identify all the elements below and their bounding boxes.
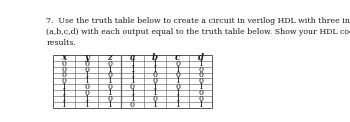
Text: 1: 1: [130, 66, 135, 74]
Text: 1: 1: [175, 77, 180, 85]
Text: d: d: [197, 53, 204, 62]
Text: 1: 1: [84, 71, 89, 80]
Text: 0: 0: [107, 60, 112, 68]
Text: 1: 1: [84, 95, 89, 103]
Text: a: a: [130, 53, 135, 62]
Text: 1: 1: [153, 60, 158, 68]
Text: 0: 0: [62, 66, 66, 74]
Text: 1: 1: [107, 77, 112, 85]
Text: (a,b,c,d) with each output equal to the truth table below. Show your HDL code as: (a,b,c,d) with each output equal to the …: [47, 28, 350, 36]
Text: 0: 0: [130, 101, 135, 109]
Text: 0: 0: [107, 83, 112, 91]
Text: 1: 1: [175, 66, 180, 74]
Text: 0: 0: [84, 89, 89, 97]
Text: 1: 1: [107, 89, 112, 97]
Text: 1: 1: [153, 89, 158, 97]
Text: 1: 1: [84, 101, 89, 109]
Text: 0: 0: [198, 95, 203, 103]
Text: 1: 1: [130, 77, 135, 85]
Text: 0: 0: [175, 60, 180, 68]
Text: 1: 1: [62, 83, 66, 91]
Text: 7.  Use the truth table below to create a circuit in verilog HDL with three inpu: 7. Use the truth table below to create a…: [47, 17, 350, 25]
Text: 0: 0: [198, 66, 203, 74]
Text: 1: 1: [130, 95, 135, 103]
Text: 1: 1: [153, 66, 158, 74]
Text: 0: 0: [130, 83, 135, 91]
Text: y: y: [84, 53, 89, 62]
Text: 1: 1: [153, 101, 158, 109]
Text: 1: 1: [198, 101, 203, 109]
Text: 1: 1: [107, 66, 112, 74]
Text: 0: 0: [198, 71, 203, 80]
Text: b: b: [152, 53, 158, 62]
Text: 1: 1: [175, 89, 180, 97]
Text: 1: 1: [62, 89, 66, 97]
Text: 1: 1: [198, 60, 203, 68]
Text: 0: 0: [84, 66, 89, 74]
Text: 0: 0: [175, 83, 180, 91]
Text: 0: 0: [153, 71, 158, 80]
Text: 0: 0: [153, 95, 158, 103]
Text: z: z: [107, 53, 112, 62]
Text: 1: 1: [84, 77, 89, 85]
Text: 0: 0: [84, 83, 89, 91]
Text: 1: 1: [175, 101, 180, 109]
Text: 0: 0: [62, 77, 66, 85]
Text: 0: 0: [84, 60, 89, 68]
Text: 1: 1: [153, 83, 158, 91]
Bar: [53, 55, 212, 108]
Text: 0: 0: [62, 60, 66, 68]
Text: 0: 0: [198, 77, 203, 85]
Text: c: c: [175, 53, 181, 62]
Text: 0: 0: [153, 77, 158, 85]
Text: 0: 0: [107, 71, 112, 80]
Text: 1: 1: [130, 89, 135, 97]
Text: 1: 1: [107, 101, 112, 109]
Text: 0: 0: [107, 95, 112, 103]
Text: 1: 1: [198, 83, 203, 91]
Text: 1: 1: [62, 101, 66, 109]
Text: 0: 0: [62, 71, 66, 80]
Text: 0: 0: [198, 89, 203, 97]
Text: 1: 1: [130, 60, 135, 68]
Text: 1: 1: [130, 71, 135, 80]
Text: 0: 0: [175, 71, 180, 80]
Text: results.: results.: [47, 39, 76, 47]
Text: x: x: [62, 53, 66, 62]
Text: 1: 1: [175, 95, 180, 103]
Text: 1: 1: [62, 95, 66, 103]
